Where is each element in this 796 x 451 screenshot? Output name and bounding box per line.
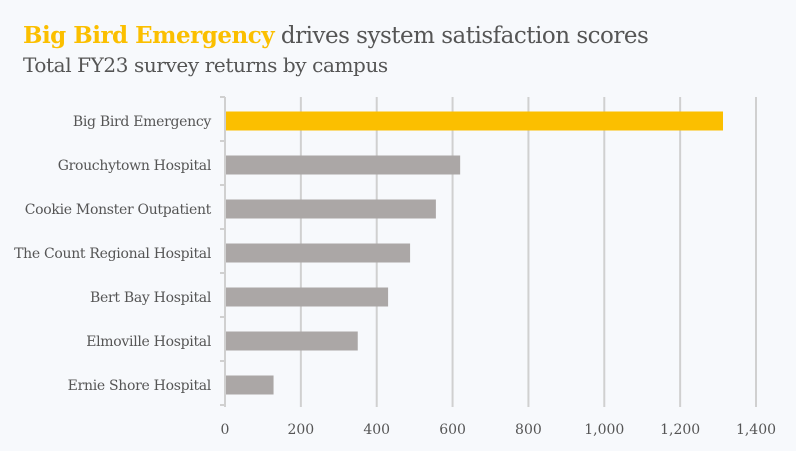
- bars: [226, 111, 724, 395]
- x-tick-label: 600: [439, 422, 466, 438]
- category-label: Bert Bay Hospital: [90, 290, 212, 306]
- bar: [226, 111, 724, 131]
- x-tick-label: 1,200: [660, 422, 700, 438]
- x-tick-label: 1,400: [736, 422, 776, 438]
- x-tick-label: 0: [221, 422, 230, 438]
- category-label: Ernie Shore Hospital: [68, 378, 212, 394]
- category-label: Elmoville Hospital: [86, 334, 212, 350]
- chart-subtitle: Total FY23 survey returns by campus: [23, 53, 388, 77]
- x-tick-label: 1,000: [584, 422, 624, 438]
- x-tick-labels: 0 200 400 600 800 1,000 1,200 1,400: [221, 422, 777, 438]
- chart-title-rest: drives system satisfaction scores: [274, 23, 649, 49]
- category-label: Cookie Monster Outpatient: [25, 202, 212, 218]
- x-tick-label: 800: [515, 422, 542, 438]
- category-label: Big Bird Emergency: [73, 114, 212, 130]
- category-label: The Count Regional Hospital: [14, 246, 212, 262]
- y-axis: [220, 96, 226, 407]
- bar: [226, 243, 411, 263]
- x-tick-label: 200: [287, 422, 314, 438]
- bar: [226, 155, 461, 175]
- category-label: Grouchytown Hospital: [58, 158, 212, 174]
- bar: [226, 331, 358, 351]
- x-tick-label: 400: [363, 422, 390, 438]
- bar: [226, 199, 436, 219]
- chart-title-highlight: Big Bird Emergency: [23, 22, 275, 49]
- chart-title: Big Bird Emergency drives system satisfa…: [23, 22, 649, 49]
- bar: [226, 375, 274, 395]
- category-labels: Big Bird Emergency Grouchytown Hospital Co…: [14, 114, 212, 394]
- bar: [226, 287, 389, 307]
- gridlines: [299, 97, 757, 407]
